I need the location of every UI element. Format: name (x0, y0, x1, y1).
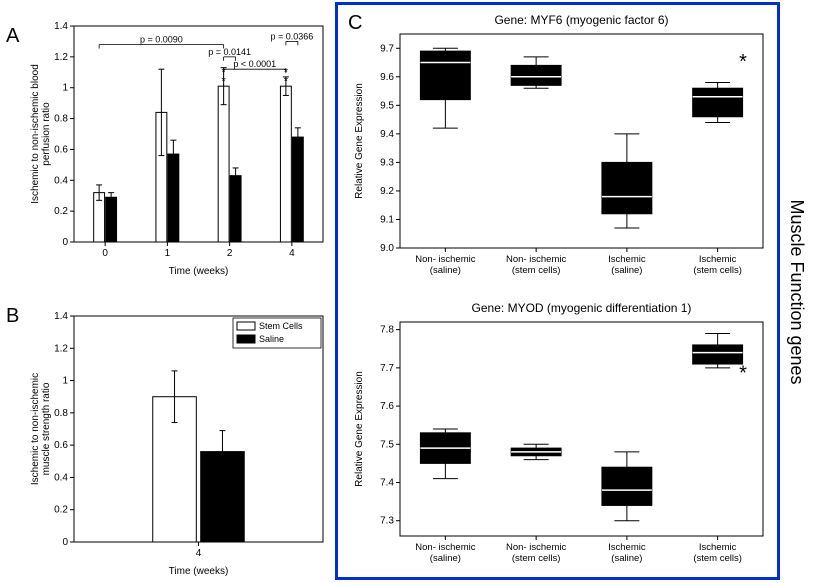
svg-text:p = 0.0141: p = 0.0141 (208, 47, 251, 57)
svg-text:Gene: MYF6 (myogenic factor 6): Gene: MYF6 (myogenic factor 6) (494, 13, 668, 27)
svg-text:0.8: 0.8 (54, 114, 68, 125)
svg-text:9.4: 9.4 (380, 129, 394, 140)
svg-text:(saline): (saline) (611, 553, 642, 564)
chart-A: 0 0.2 0.4 0.6 0.8 1 1.2 1.4 0 1 2 4 Ischemic to non-… (26, 8, 331, 278)
svg-text:Time (weeks): Time (weeks) (169, 266, 229, 277)
svg-text:9.3: 9.3 (380, 157, 394, 168)
svg-text:0: 0 (102, 248, 108, 259)
svg-text:Saline: Saline (259, 334, 284, 344)
svg-text:1.2: 1.2 (54, 52, 68, 63)
svg-text:9.6: 9.6 (380, 72, 394, 83)
svg-text:Ischemic: Ischemic (699, 542, 737, 553)
svg-text:*: * (739, 51, 747, 73)
svg-text:perfusion ratio: perfusion ratio (41, 102, 52, 166)
chart-B: 0 0.2 0.4 0.6 0.8 1 1.2 1.4 4 Ischemic to non-isc… (26, 298, 331, 578)
svg-text:p = 0.0366: p = 0.0366 (270, 31, 313, 41)
svg-text:1: 1 (165, 248, 171, 259)
svg-text:4: 4 (196, 548, 202, 559)
svg-text:9.7: 9.7 (380, 43, 394, 54)
svg-text:9.0: 9.0 (380, 243, 394, 254)
chart-C1: Gene: MYF6 (myogenic factor 6) 9.0 9.1 9.2 9… (348, 10, 773, 288)
svg-text:Ischemic: Ischemic (608, 254, 646, 265)
svg-text:(saline): (saline) (611, 265, 642, 276)
svg-text:Ischemic to non-ischemic: Ischemic to non-ischemic (30, 373, 41, 485)
svg-text:0.4: 0.4 (54, 472, 68, 483)
svg-text:Stem Cells: Stem Cells (259, 321, 303, 331)
svg-text:muscle strength ratio: muscle strength ratio (41, 382, 52, 475)
svg-text:0.6: 0.6 (54, 440, 68, 451)
panel-B-label: B (6, 305, 19, 328)
svg-text:9.5: 9.5 (380, 100, 394, 111)
svg-text:Gene: MYOD (myogenic different: Gene: MYOD (myogenic differentiation 1) (472, 301, 692, 315)
svg-text:9.2: 9.2 (380, 186, 394, 197)
svg-text:p < 0.0001: p < 0.0001 (233, 59, 276, 69)
svg-text:Non- ischemic: Non- ischemic (415, 542, 475, 553)
svg-text:Ischemic: Ischemic (699, 254, 737, 265)
svg-text:Time (weeks): Time (weeks) (169, 566, 229, 577)
svg-text:Non- ischemic: Non- ischemic (506, 542, 566, 553)
svg-text:4: 4 (289, 248, 295, 259)
svg-text:0.2: 0.2 (54, 505, 68, 516)
svg-text:1: 1 (62, 376, 68, 387)
svg-text:7.5: 7.5 (380, 439, 394, 450)
svg-text:2: 2 (227, 248, 233, 259)
svg-text:Non- ischemic: Non- ischemic (506, 254, 566, 265)
svg-text:7.6: 7.6 (380, 401, 394, 412)
svg-text:1.4: 1.4 (54, 311, 68, 322)
svg-text:0.2: 0.2 (54, 206, 68, 217)
chart-C2: Gene: MYOD (myogenic differentiation 1) 7… (348, 298, 773, 576)
svg-text:1.4: 1.4 (54, 21, 68, 32)
svg-text:1.2: 1.2 (54, 343, 68, 354)
svg-text:*: * (221, 75, 226, 87)
svg-text:(saline): (saline) (430, 553, 461, 564)
svg-text:0.6: 0.6 (54, 144, 68, 155)
svg-text:1: 1 (62, 83, 68, 94)
svg-text:(stem cells): (stem cells) (512, 553, 561, 564)
svg-text:7.8: 7.8 (380, 325, 394, 336)
svg-text:0.4: 0.4 (54, 175, 68, 186)
svg-text:Relative Gene Expression: Relative Gene Expression (354, 371, 365, 487)
svg-text:7.4: 7.4 (380, 478, 394, 489)
svg-text:*: * (284, 75, 289, 87)
svg-text:0.8: 0.8 (54, 408, 68, 419)
svg-text:7.3: 7.3 (380, 516, 394, 527)
svg-text:0: 0 (62, 537, 68, 548)
panel-A-label: A (6, 25, 19, 48)
svg-text:(stem cells): (stem cells) (693, 265, 742, 276)
side-label-muscle-function: Muscle Function genes (786, 199, 807, 384)
svg-text:(stem cells): (stem cells) (693, 553, 742, 564)
svg-text:Non- ischemic: Non- ischemic (415, 254, 475, 265)
svg-text:9.1: 9.1 (380, 214, 394, 225)
svg-text:(saline): (saline) (430, 265, 461, 276)
svg-text:Ischemic to non-ischemic blood: Ischemic to non-ischemic blood (30, 64, 41, 204)
svg-text:(stem cells): (stem cells) (512, 265, 561, 276)
svg-text:*: * (739, 362, 747, 384)
svg-text:0: 0 (62, 237, 68, 248)
svg-text:7.7: 7.7 (380, 363, 394, 374)
svg-text:Relative Gene Expression: Relative Gene Expression (354, 83, 365, 199)
svg-text:p = 0.0090: p = 0.0090 (140, 35, 183, 45)
svg-text:Ischemic: Ischemic (608, 542, 646, 553)
